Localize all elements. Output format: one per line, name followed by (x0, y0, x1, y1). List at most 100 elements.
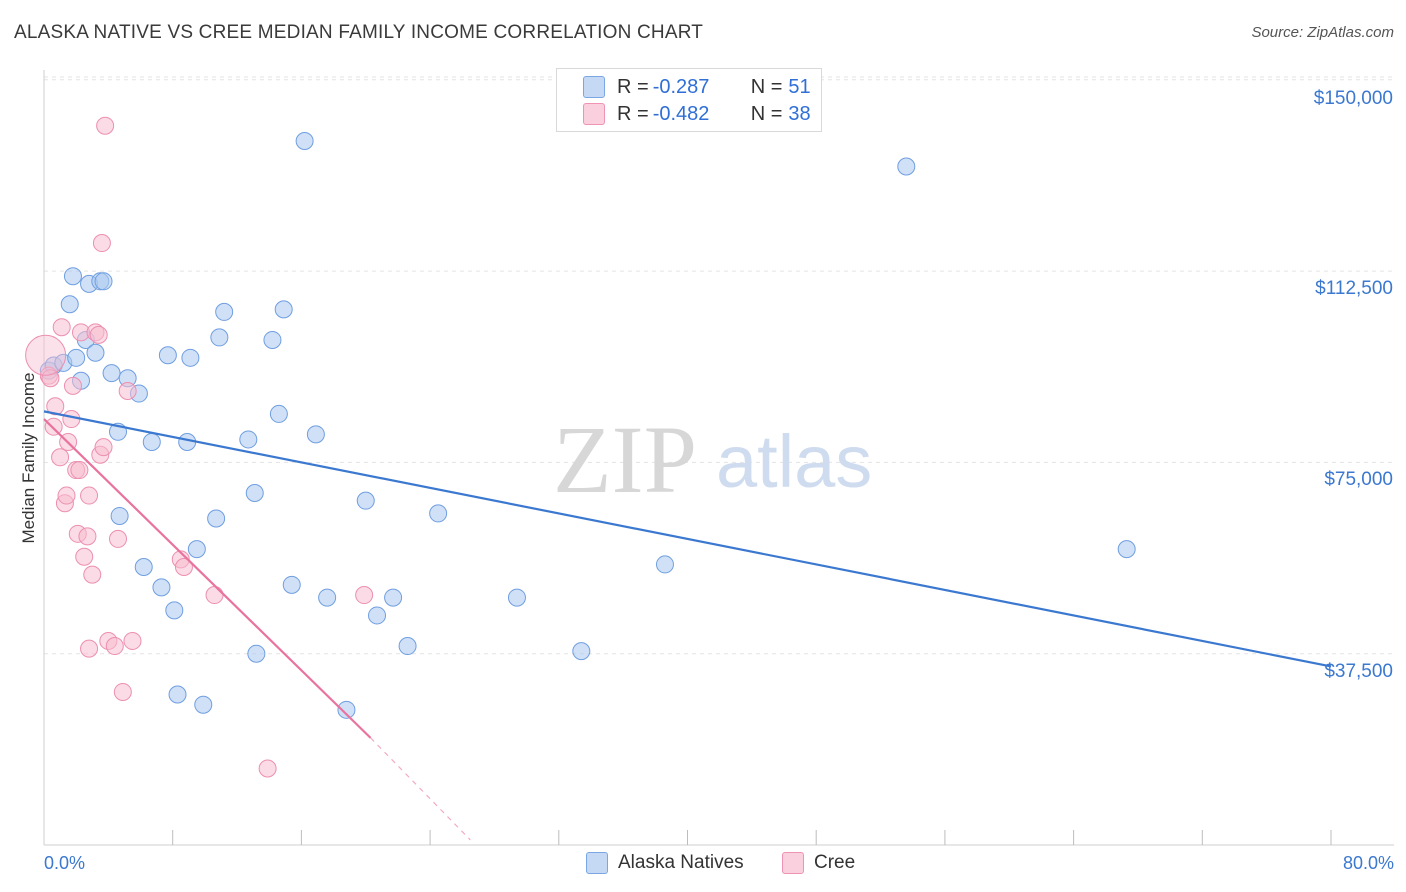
alaska-natives-point (274, 300, 293, 319)
alaska-natives-point (102, 364, 121, 383)
chart-title: ALASKA NATIVE VS CREE MEDIAN FAMILY INCO… (14, 22, 704, 43)
alaska-natives-point (187, 540, 206, 559)
alaska-natives-point (655, 555, 674, 574)
y-tick-label: $150,000 (1314, 88, 1393, 109)
legend-n-label: N = (750, 75, 783, 98)
cree-point (25, 334, 67, 376)
alaska-natives-point (67, 348, 86, 367)
cree-point (41, 369, 60, 388)
alaska-natives-point (398, 637, 417, 656)
cree-trend-line (43, 418, 372, 739)
alaska-natives-point (142, 432, 161, 451)
alaska-natives-point (168, 685, 187, 704)
legend-swatch-cree (782, 852, 804, 874)
alaska-natives-point (384, 588, 403, 607)
legend-swatch-alaska (586, 852, 608, 874)
alaska-natives-point (207, 509, 226, 528)
cree-point (51, 448, 70, 467)
alaska-natives-point (1117, 540, 1136, 559)
alaska-natives-point (181, 348, 200, 367)
alaska-natives-point (318, 588, 337, 607)
cree-trend-extension (370, 737, 471, 841)
watermark-zip: ZIP (553, 406, 697, 513)
alaska-natives-point (215, 302, 234, 321)
alaska-natives-point (507, 588, 526, 607)
alaska-natives-point (210, 328, 229, 347)
alaska-natives-point (247, 644, 266, 663)
legend-n-value: 51 (788, 75, 811, 98)
cree-point (57, 486, 76, 505)
cree-point (118, 381, 137, 400)
legend-r-label: R = (617, 102, 649, 125)
y-tick-label: $112,500 (1315, 278, 1393, 299)
cree-point (258, 759, 277, 778)
cree-point (83, 565, 102, 584)
cree-point (44, 417, 63, 436)
alaska-natives-point (239, 430, 258, 449)
cree-point (80, 486, 99, 505)
alaska-natives-point (337, 700, 356, 719)
alaska-natives-point (60, 295, 79, 314)
legend-n-value: 38 (788, 102, 811, 125)
alaska-natives-point (572, 642, 591, 661)
legend-swatch-cree (583, 103, 605, 125)
alaska-natives-point (429, 504, 448, 523)
alaska-natives-point (194, 695, 213, 714)
watermark: ZIP atlas (553, 406, 872, 513)
alaska-natives-point (152, 578, 171, 597)
watermark-atlas: atlas (716, 420, 872, 503)
alaska-natives-point (165, 601, 184, 620)
alaska-natives-point (282, 575, 301, 594)
legend-r-value: -0.287 (652, 75, 710, 98)
cree-points (25, 116, 374, 778)
alaska-natives-point (295, 132, 314, 151)
legend-n-label: N = (750, 102, 783, 125)
y-tick-label: $37,500 (1324, 661, 1393, 682)
cree-point (113, 682, 132, 701)
cree-point (46, 397, 65, 416)
alaska-natives-point (110, 506, 129, 525)
correlation-legend: R = -0.287 N = 51 R = -0.482 N = 38 (556, 68, 822, 132)
cree-point (96, 116, 115, 135)
alaska-natives-point (368, 606, 387, 625)
legend-item-alaska-natives: Alaska Natives (586, 852, 744, 874)
x-ticks (172, 830, 1332, 845)
x-tick-label-max: 80.0% (1343, 853, 1394, 873)
legend-row-alaska: R = -0.287 N = 51 (557, 73, 811, 101)
cree-point (78, 527, 97, 546)
alaska-natives-trend-line (43, 410, 1332, 668)
legend-r-label: R = (617, 75, 649, 98)
cree-point (92, 234, 111, 253)
legend-label-alaska: Alaska Natives (618, 852, 744, 873)
alaska-natives-point (897, 157, 916, 176)
alaska-natives-point (63, 267, 82, 286)
gridlines (44, 76, 1394, 655)
cree-point (174, 557, 193, 576)
cree-point (109, 529, 128, 548)
y-axis-title: Median Family Income (19, 372, 38, 543)
series-legend: Alaska Natives Cree (0, 852, 1406, 876)
cree-point (205, 586, 224, 605)
cree-point (63, 376, 82, 395)
alaska-natives-point (94, 272, 113, 291)
cree-point (52, 318, 71, 337)
cree-point (123, 631, 142, 650)
alaska-natives-point (356, 491, 375, 510)
legend-label-cree: Cree (814, 852, 856, 873)
x-tick-label-min: 0.0% (44, 853, 85, 873)
cree-point (70, 461, 89, 480)
alaska-natives-point (158, 346, 177, 365)
alaska-natives-point (245, 484, 264, 503)
legend-row-cree: R = -0.482 N = 38 (557, 100, 811, 128)
y-tick-labels: $150,000 $112,500 $75,000 $37,500 (1314, 88, 1393, 682)
trend-lines (43, 410, 1332, 841)
alaska-natives-point (263, 330, 282, 349)
cree-point (75, 547, 94, 566)
alaska-natives-point (134, 557, 153, 576)
cree-point (355, 586, 374, 605)
alaska-natives-point (306, 425, 325, 444)
cree-point (80, 639, 99, 658)
legend-swatch-alaska (583, 76, 605, 98)
legend-item-cree: Cree (782, 852, 855, 874)
